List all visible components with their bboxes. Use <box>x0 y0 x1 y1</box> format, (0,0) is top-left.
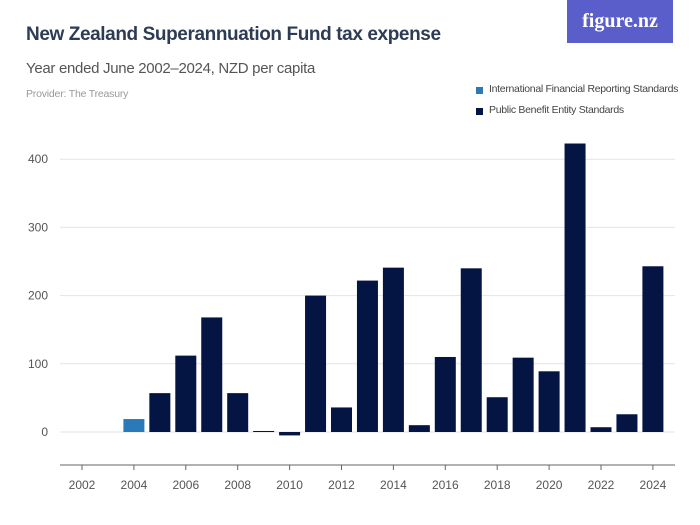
bar-2015 <box>408 425 430 432</box>
bar-2012 <box>331 407 352 432</box>
y-tick-label: 0 <box>41 425 48 439</box>
y-tick-label: 400 <box>28 152 48 166</box>
legend-swatch-ifrs <box>476 86 483 94</box>
y-tick-label: 100 <box>28 357 48 371</box>
bar-2011 <box>305 295 327 432</box>
bar-2005 <box>149 393 171 432</box>
bar-2006 <box>175 355 197 432</box>
legend-item-pbe: Public Benefit Entity Standards <box>476 99 678 120</box>
bar-2010 <box>279 432 301 436</box>
provider-text: Provider: The Treasury <box>26 88 129 100</box>
bar-2018 <box>486 397 508 432</box>
x-tick-label: 2002 <box>69 478 96 492</box>
chart-title: New Zealand Superannuation Fund tax expe… <box>26 24 441 45</box>
bar-2019 <box>512 357 534 432</box>
bar-2016 <box>434 356 456 432</box>
legend-label-ifrs: International Financial Reporting Standa… <box>489 82 679 95</box>
x-tick-label: 2014 <box>380 478 407 492</box>
bar-2013 <box>356 280 378 432</box>
y-tick-label: 200 <box>28 289 48 303</box>
bar-2014 <box>382 267 404 432</box>
x-tick-label: 2006 <box>172 478 199 492</box>
x-tick-label: 2020 <box>536 478 563 492</box>
bar-2023 <box>616 414 638 432</box>
x-tick-label: 2022 <box>588 478 615 492</box>
bar-2021 <box>564 143 586 433</box>
figure-nz-logo[interactable]: figure.nz <box>567 0 673 43</box>
x-tick-label: 2016 <box>432 478 459 492</box>
x-tick-label: 2008 <box>224 478 251 492</box>
bar-2022 <box>590 427 612 432</box>
bar-2004 <box>123 419 145 432</box>
chart-subtitle: Year ended June 2002–2024, NZD per capit… <box>26 60 316 77</box>
bar-2008 <box>227 393 249 432</box>
x-tick-label: 2012 <box>328 478 355 492</box>
x-tick-label: 2018 <box>484 478 511 492</box>
y-tick-label: 300 <box>28 220 48 234</box>
bar-2009 <box>253 430 275 432</box>
legend-item-ifrs: International Financial Reporting Standa… <box>476 78 678 99</box>
x-tick-label: 2004 <box>121 478 148 492</box>
x-tick-label: 2024 <box>640 478 667 492</box>
legend-label-pbe: Public Benefit Entity Standards <box>489 103 624 116</box>
x-tick-label: 2010 <box>276 478 303 492</box>
legend-swatch-pbe <box>476 107 483 115</box>
bar-2017 <box>460 268 482 432</box>
bar-2024 <box>642 266 664 432</box>
legend: International Financial Reporting Standa… <box>476 78 678 120</box>
bar-2007 <box>201 317 223 432</box>
bar-2020 <box>538 371 560 432</box>
